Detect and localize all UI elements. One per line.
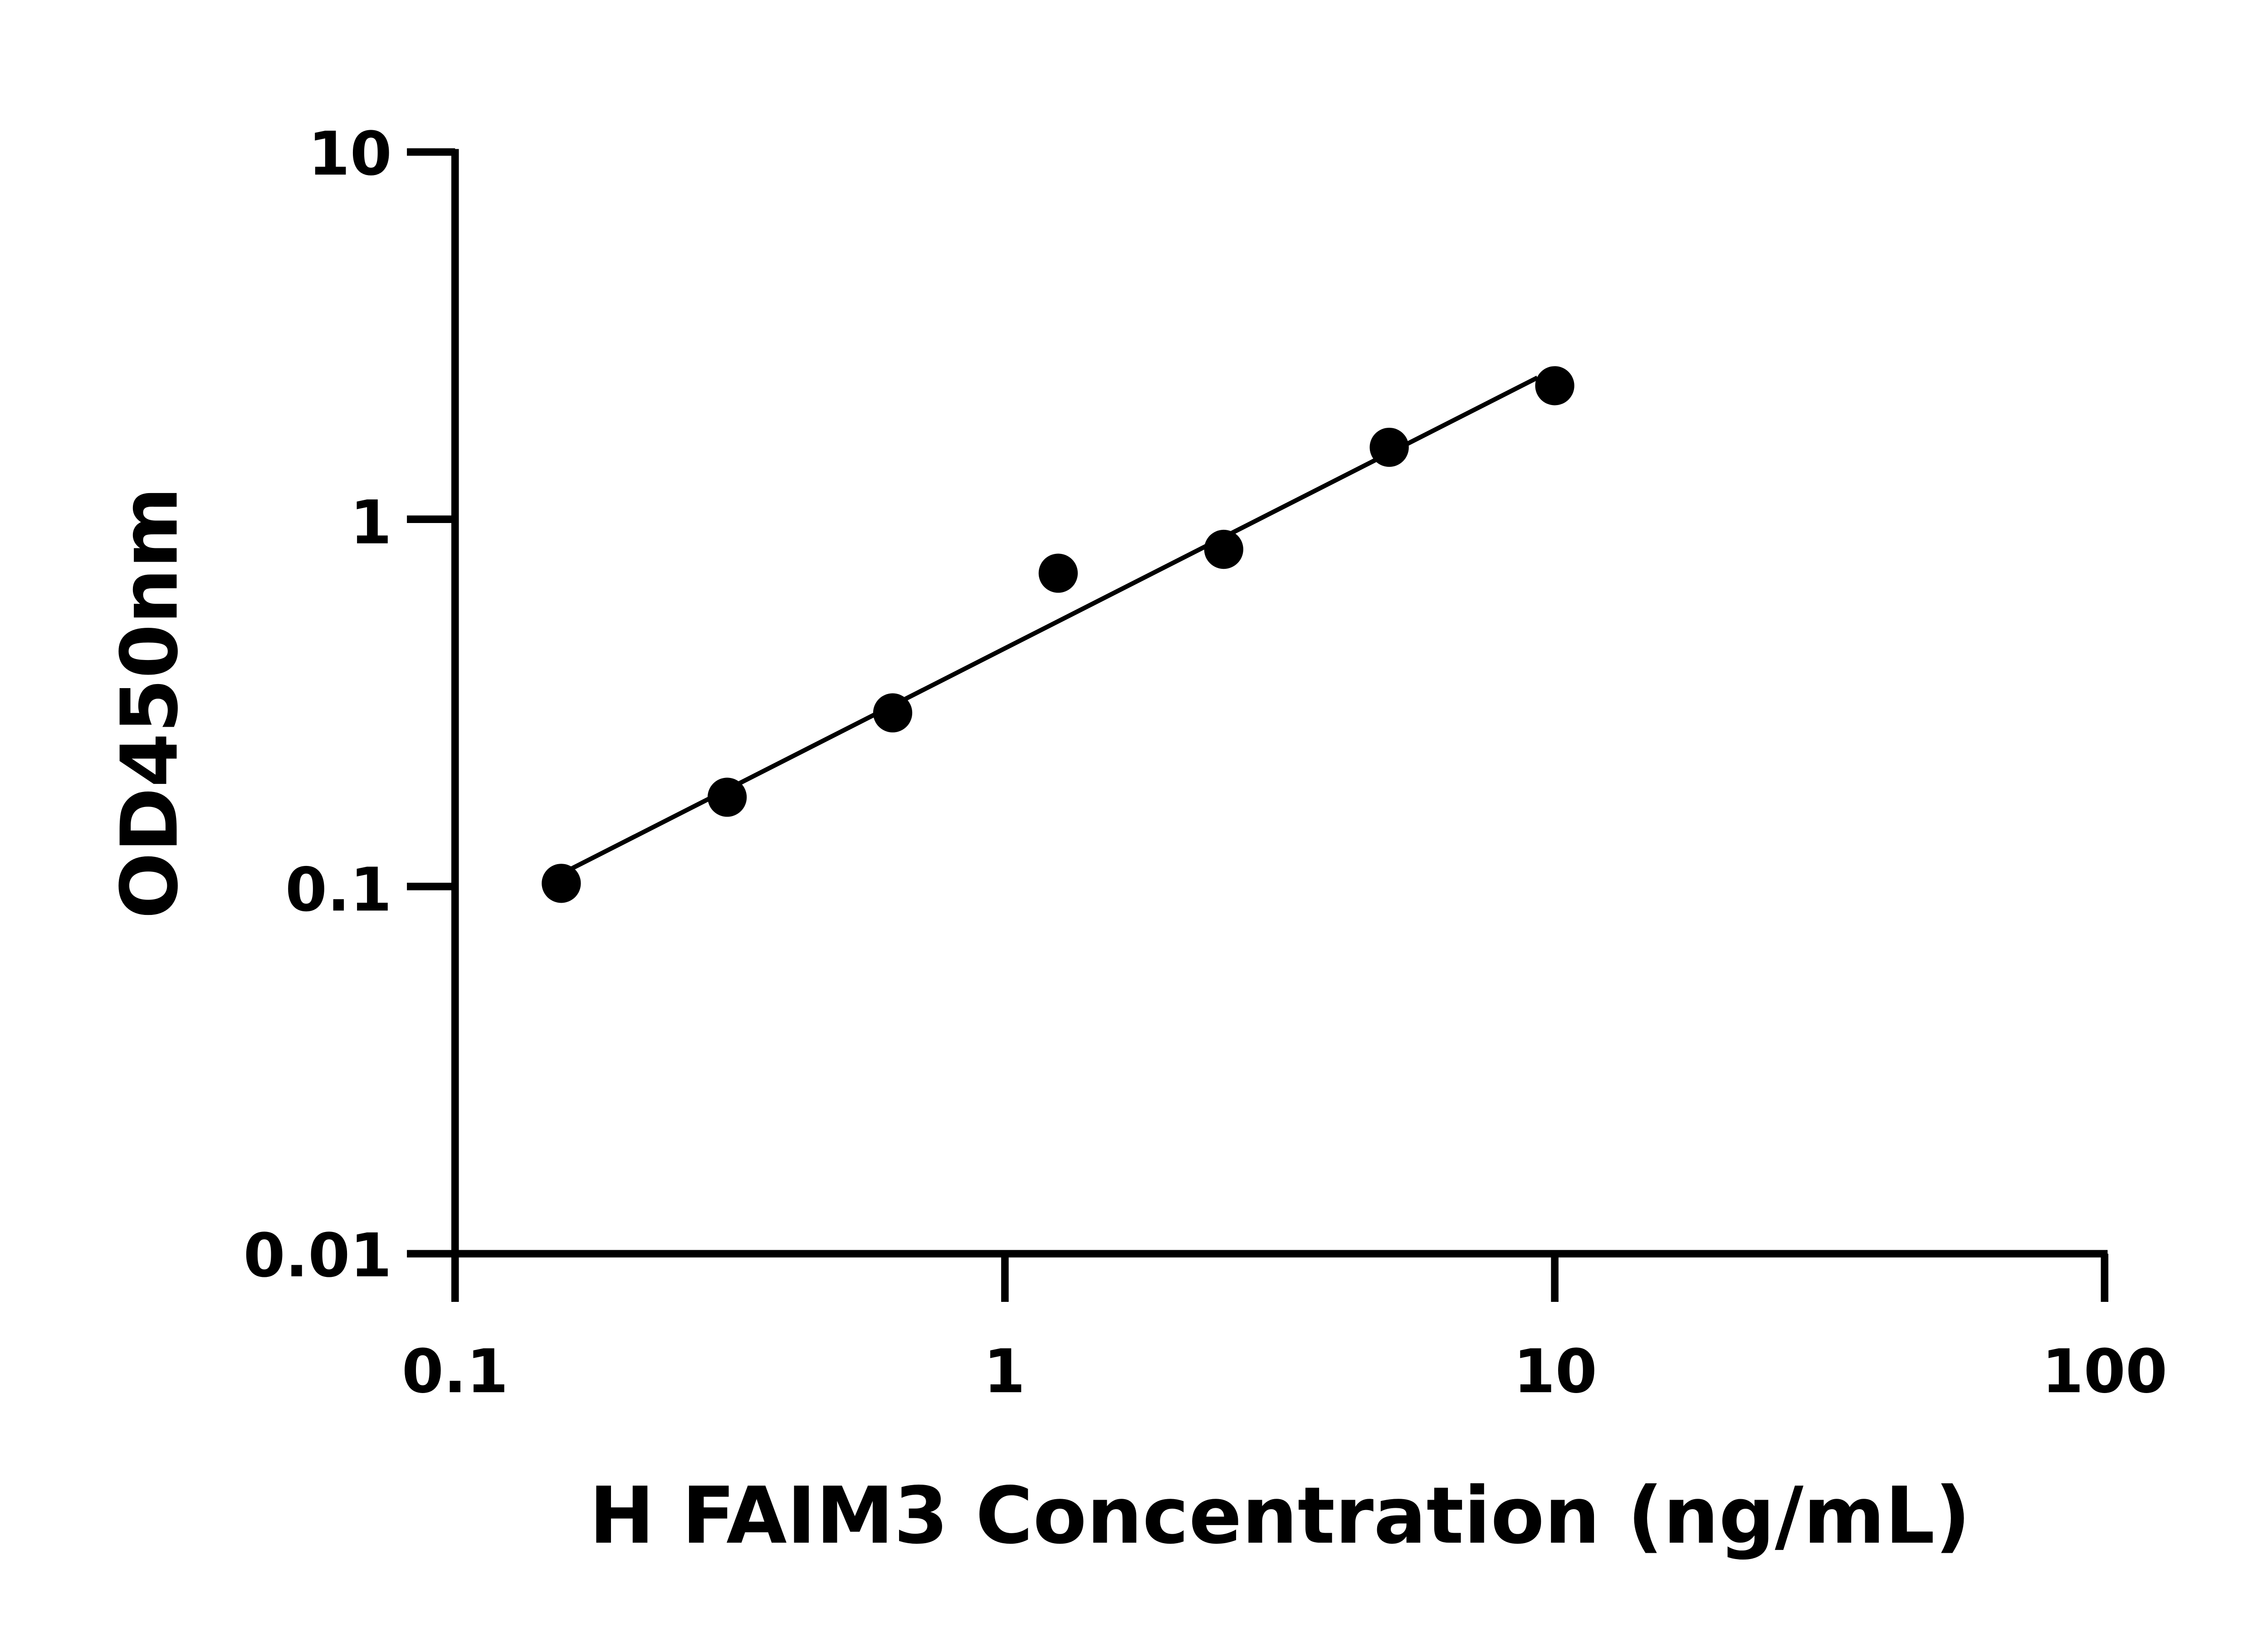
y-tick-label: 10 bbox=[308, 119, 392, 189]
data-point bbox=[1369, 427, 1409, 467]
data-point bbox=[1204, 529, 1243, 569]
x-tick-label: 1 bbox=[983, 1337, 1025, 1407]
plot-marks bbox=[542, 366, 1574, 903]
y-tick-label: 0.1 bbox=[285, 855, 392, 925]
x-tick-label: 100 bbox=[2042, 1337, 2167, 1407]
x-axis-label: H FAIM3 Concentration (ng/mL) bbox=[589, 1470, 1971, 1561]
x-tick-label: 0.1 bbox=[402, 1337, 508, 1407]
data-point bbox=[1038, 553, 1078, 593]
y-axis-label: OD450nm bbox=[104, 487, 195, 919]
y-tick-label: 1 bbox=[350, 488, 392, 558]
tick-labels: 0.1 1 10 100 0.01 0.1 1 10 bbox=[243, 119, 2167, 1407]
data-point bbox=[542, 864, 581, 903]
x-tick-label: 10 bbox=[1513, 1337, 1597, 1407]
data-point bbox=[1535, 366, 1574, 406]
data-point bbox=[707, 777, 747, 817]
axes bbox=[407, 148, 2109, 1302]
data-point bbox=[873, 693, 913, 733]
y-tick-label: 0.01 bbox=[243, 1221, 391, 1291]
